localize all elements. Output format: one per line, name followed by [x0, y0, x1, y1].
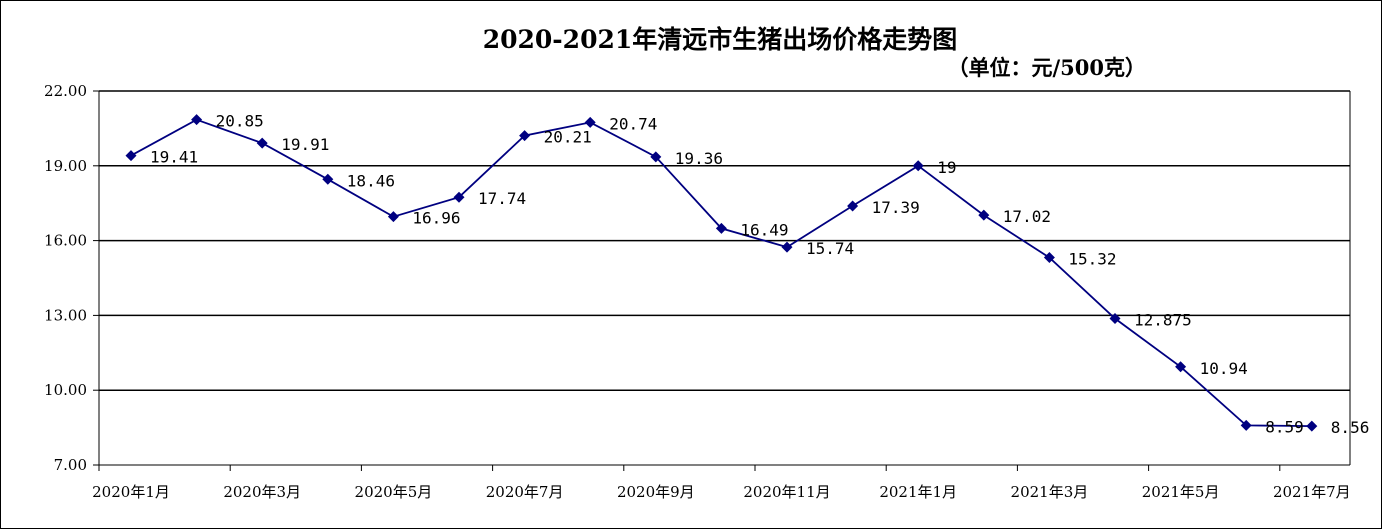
y-tick-label: 19.00 — [44, 157, 87, 175]
data-label: 20.21 — [544, 128, 592, 147]
data-label: 15.74 — [806, 239, 854, 258]
data-label: 19 — [937, 158, 956, 177]
data-point-marker — [1175, 361, 1187, 373]
data-label: 16.96 — [412, 209, 460, 228]
chart-title: 2020-2021年清远市生猪出场价格走势图 — [482, 25, 958, 54]
data-point-marker — [781, 241, 793, 253]
data-point-marker — [387, 211, 399, 223]
data-label: 17.74 — [478, 189, 526, 208]
data-point-marker — [978, 209, 990, 221]
data-label: 20.74 — [609, 114, 657, 133]
y-tick-label: 10.00 — [44, 381, 87, 399]
axes — [98, 91, 1351, 466]
y-tick-label: 16.00 — [44, 232, 87, 250]
data-label: 19.36 — [675, 149, 723, 168]
data-point-marker — [1240, 419, 1252, 431]
y-tick-label: 7.00 — [54, 456, 87, 474]
y-axis-ticks: 7.00 10.00 13.00 16.00 19.00 22.00 — [44, 82, 99, 474]
data-point-marker — [191, 114, 203, 126]
x-tick-label: 2021年5月 — [1142, 483, 1220, 501]
data-label: 8.59 — [1265, 417, 1304, 436]
x-tick-label: 2021年3月 — [1011, 483, 1089, 501]
x-axis-ticks: 2020年1月 2020年3月 2020年5月 2020年7月 2020年9月 2020年… — [92, 465, 1351, 501]
data-point-marker — [912, 160, 924, 172]
x-tick-label: 2020年11月 — [743, 483, 830, 501]
x-tick-label: 2021年1月 — [879, 483, 957, 501]
data-label: 17.02 — [1003, 207, 1051, 226]
chart-unit-subtitle: （单位：元/500克） — [947, 55, 1146, 80]
data-point-marker — [1043, 252, 1055, 264]
data-label: 12.875 — [1134, 311, 1192, 330]
data-point-marker — [519, 130, 531, 142]
data-label: 18.46 — [347, 171, 395, 190]
data-label: 16.49 — [740, 220, 788, 239]
gridlines — [99, 90, 1350, 391]
x-tick-label: 2020年9月 — [617, 483, 695, 501]
data-label: 19.41 — [150, 148, 198, 167]
data-points — [125, 114, 1318, 432]
x-tick-label: 2020年7月 — [486, 483, 564, 501]
data-point-marker — [125, 150, 137, 162]
x-tick-label: 2020年1月 — [92, 483, 170, 501]
data-point-marker — [1109, 313, 1121, 325]
data-point-marker — [847, 200, 859, 212]
data-labels: 19.41 20.85 19.91 18.46 16.96 17.74 20.21 20.74… — [150, 112, 1369, 437]
data-label: 20.85 — [216, 112, 264, 131]
x-tick-label: 2020年3月 — [223, 483, 301, 501]
data-label: 17.39 — [872, 198, 920, 217]
data-point-marker — [650, 151, 662, 163]
data-label: 8.56 — [1331, 418, 1370, 437]
data-label: 19.91 — [281, 135, 329, 154]
data-point-marker — [256, 137, 268, 149]
data-label: 15.32 — [1068, 250, 1116, 269]
data-point-marker — [584, 116, 596, 128]
x-tick-label: 2020年5月 — [355, 483, 433, 501]
data-label: 10.94 — [1200, 359, 1248, 378]
y-tick-label: 13.00 — [44, 306, 87, 324]
data-point-marker — [322, 173, 334, 185]
data-point-marker — [715, 222, 727, 234]
data-point-marker — [1306, 420, 1318, 432]
y-tick-label: 22.00 — [44, 82, 87, 100]
data-point-marker — [453, 191, 465, 203]
x-tick-label: 2021年7月 — [1273, 483, 1351, 501]
